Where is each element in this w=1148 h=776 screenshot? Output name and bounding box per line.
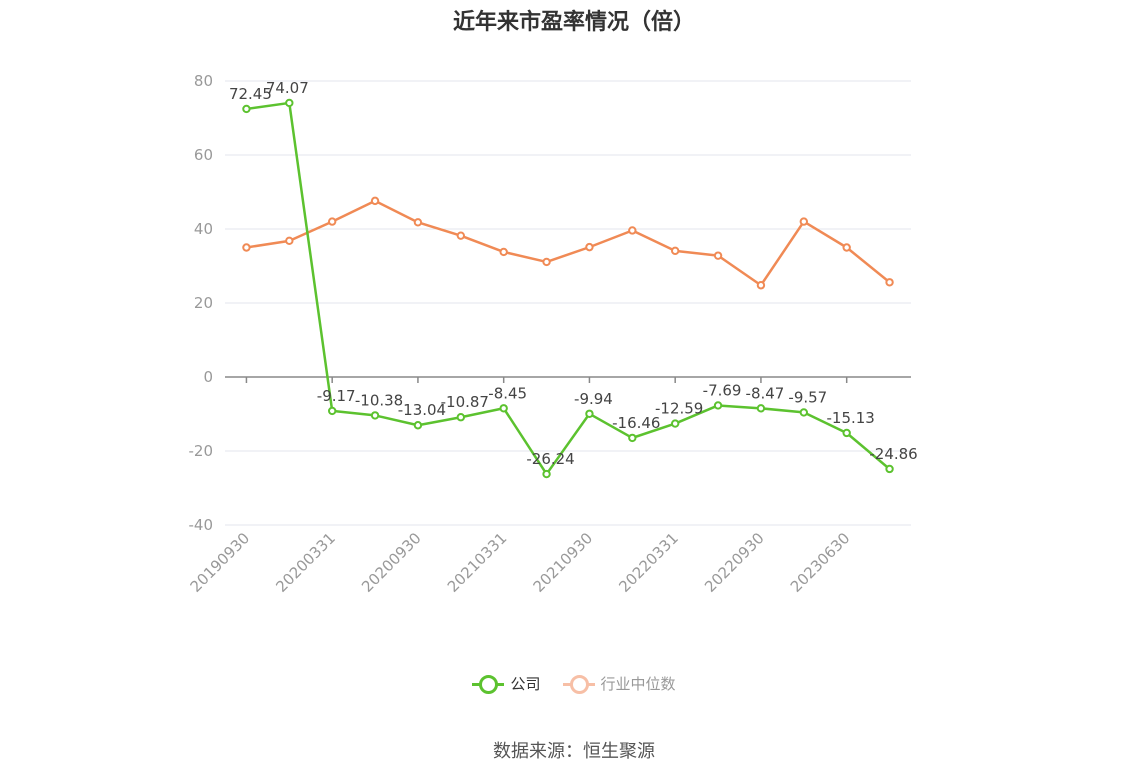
legend-company-icon: [472, 674, 505, 694]
data-point: [799, 408, 809, 417]
y-tick-label: 80: [194, 72, 213, 90]
y-tick-label: -40: [189, 516, 214, 534]
data-point: [542, 257, 551, 267]
data-point: [585, 242, 594, 252]
legend-industry-label: 行业中位数: [600, 675, 676, 693]
data-point: [542, 469, 551, 479]
legend-industry-icon: [562, 674, 595, 694]
legend: 公司 行业中位数: [0, 673, 1148, 694]
y-tick-label: 60: [194, 146, 213, 164]
series-line-1: [246, 199, 891, 287]
grid-lines: [225, 80, 911, 526]
series-line-0: [246, 101, 891, 476]
x-tick-label: 20200930: [358, 529, 425, 596]
data-label: -26.24: [526, 450, 574, 468]
data-label: -24.86: [869, 445, 917, 463]
x-tick-label: 20190930: [187, 529, 254, 596]
data-label: 72.45: [229, 85, 272, 103]
y-tick-label: 0: [203, 368, 213, 386]
series-lines: [242, 98, 894, 479]
y-tick-label: 20: [194, 294, 213, 312]
data-label: 74.07: [266, 79, 309, 97]
data-label: -9.17: [317, 387, 356, 405]
data-point: [842, 243, 851, 252]
data-point: [585, 409, 594, 418]
data-label: -16.46: [612, 414, 660, 432]
data-source: 数据来源：恒生聚源: [493, 741, 655, 762]
data-label: -7.69: [703, 381, 742, 399]
data-point: [499, 404, 508, 413]
data-label: -9.94: [574, 390, 613, 408]
x-tick-label: 20230630: [787, 529, 854, 596]
data-point: [370, 411, 380, 420]
data-point: [456, 231, 466, 240]
data-point: [456, 413, 466, 422]
data-point: [628, 226, 637, 235]
chart-title: 近年来市盈率情况（倍）: [452, 10, 695, 35]
data-point: [713, 401, 723, 410]
data-point: [242, 243, 251, 252]
x-tick-label: 20220930: [701, 529, 768, 596]
data-point: [327, 217, 337, 226]
y-tick-label: -20: [189, 442, 214, 460]
data-point: [799, 217, 809, 226]
data-point: [885, 464, 894, 474]
data-point: [413, 218, 423, 227]
data-point: [242, 104, 251, 114]
data-point: [285, 236, 294, 246]
data-point: [670, 419, 680, 428]
data-point: [756, 404, 766, 413]
x-tick-label: 20220331: [615, 529, 682, 596]
data-label: -9.57: [788, 388, 827, 406]
data-point: [413, 421, 423, 430]
x-tick-label: 20210930: [530, 529, 597, 596]
data-label: -10.87: [441, 393, 489, 411]
legend-item-industry[interactable]: 行业中位数: [562, 673, 676, 694]
x-tick-label: 20200331: [272, 529, 339, 596]
data-point: [285, 98, 294, 108]
data-point: [842, 428, 851, 438]
data-label: -12.59: [655, 400, 703, 418]
data-label: -15.13: [827, 409, 875, 427]
data-label: -10.38: [355, 391, 403, 409]
legend-company-label: 公司: [510, 675, 541, 693]
data-point: [713, 251, 723, 260]
data-point: [670, 246, 680, 256]
data-point: [499, 247, 508, 257]
data-point: [628, 433, 637, 443]
data-point: [885, 278, 894, 287]
data-label: -8.45: [488, 384, 527, 402]
y-tick-label: 40: [194, 220, 213, 238]
legend-item-company[interactable]: 公司: [472, 673, 541, 694]
x-tick-label: 20210331: [444, 529, 511, 596]
data-point: [370, 196, 380, 206]
data-label: -13.04: [398, 401, 446, 419]
data-point: [756, 281, 766, 290]
data-point: [327, 406, 337, 416]
data-label: -8.47: [746, 384, 785, 402]
